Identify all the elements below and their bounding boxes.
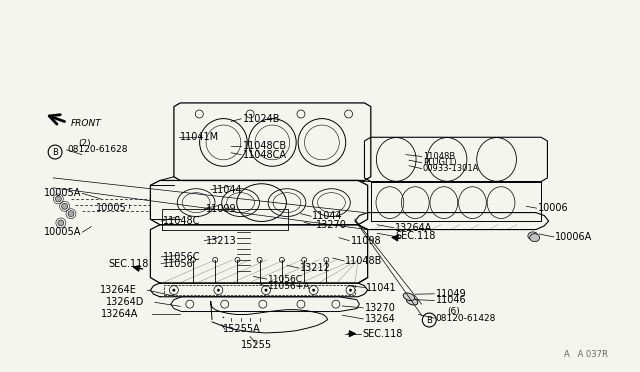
Text: 13264A: 13264A <box>101 310 138 320</box>
Circle shape <box>217 289 220 291</box>
Text: 10006A: 10006A <box>555 232 592 242</box>
Text: 11048CB: 11048CB <box>243 141 287 151</box>
Text: 11048C: 11048C <box>163 216 200 226</box>
Text: 13264E: 13264E <box>100 285 136 295</box>
Text: 11056C: 11056C <box>268 275 303 283</box>
Circle shape <box>68 211 74 217</box>
Text: 13212: 13212 <box>300 263 330 273</box>
Text: 13270: 13270 <box>364 303 396 313</box>
Text: B: B <box>426 315 432 324</box>
Text: B: B <box>52 148 58 157</box>
Text: 00933-1301A: 00933-1301A <box>423 164 479 173</box>
Circle shape <box>265 289 267 291</box>
Circle shape <box>55 196 61 202</box>
Circle shape <box>349 289 352 291</box>
Text: 13270: 13270 <box>316 220 346 230</box>
Text: 13264A: 13264A <box>395 223 433 233</box>
Text: 15255A: 15255A <box>223 324 261 334</box>
Text: A   A 037R: A A 037R <box>564 350 608 359</box>
Circle shape <box>312 289 315 291</box>
Text: 13213: 13213 <box>205 235 236 246</box>
Text: 11099: 11099 <box>205 203 236 214</box>
Ellipse shape <box>530 234 540 242</box>
Text: 11041M: 11041M <box>180 132 220 142</box>
Text: 11046: 11046 <box>436 295 466 305</box>
Text: 11044: 11044 <box>312 211 343 221</box>
Text: 08120-61628: 08120-61628 <box>68 145 128 154</box>
Circle shape <box>173 289 175 291</box>
Text: 11048B: 11048B <box>423 152 455 161</box>
Text: 15255: 15255 <box>241 340 272 350</box>
Text: 11056C: 11056C <box>163 252 200 262</box>
Text: PLUG(1): PLUG(1) <box>423 158 457 167</box>
Text: 11041: 11041 <box>366 283 397 292</box>
Text: SEC.118: SEC.118 <box>362 329 403 339</box>
Text: 10005A: 10005A <box>44 188 81 198</box>
Text: SEC.118: SEC.118 <box>395 231 435 241</box>
Text: SEC.118: SEC.118 <box>108 259 149 269</box>
Text: (6): (6) <box>447 307 460 316</box>
Ellipse shape <box>528 232 538 240</box>
Circle shape <box>61 203 68 209</box>
Text: 11056+A: 11056+A <box>268 282 310 291</box>
Text: 11048B: 11048B <box>346 256 383 266</box>
Text: 13264: 13264 <box>364 314 396 324</box>
Ellipse shape <box>403 293 415 301</box>
Text: 08120-61428: 08120-61428 <box>436 314 496 323</box>
Text: 11044: 11044 <box>212 185 243 195</box>
Ellipse shape <box>406 297 418 305</box>
Text: 11024B: 11024B <box>243 114 280 124</box>
Text: 11049: 11049 <box>436 289 466 299</box>
Text: 10005: 10005 <box>97 203 127 213</box>
Text: 11098: 11098 <box>351 235 381 246</box>
Text: (2): (2) <box>79 139 92 148</box>
Text: 13264D: 13264D <box>106 297 144 307</box>
Text: 10005A: 10005A <box>44 227 81 237</box>
Text: FRONT: FRONT <box>71 119 102 128</box>
Circle shape <box>58 220 64 226</box>
Text: 10006: 10006 <box>538 203 568 213</box>
Text: 11048CA: 11048CA <box>243 150 287 160</box>
Text: 11056: 11056 <box>163 259 193 269</box>
